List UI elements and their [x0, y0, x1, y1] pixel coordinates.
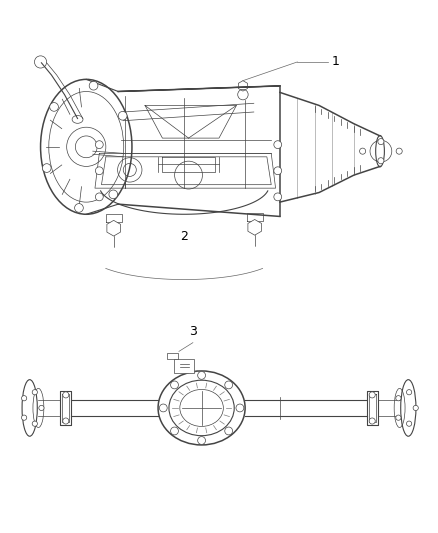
Circle shape	[32, 421, 37, 426]
Circle shape	[198, 437, 205, 445]
Circle shape	[74, 204, 83, 212]
Circle shape	[89, 82, 98, 90]
Circle shape	[360, 148, 366, 154]
Circle shape	[396, 148, 402, 154]
Circle shape	[198, 372, 205, 379]
Circle shape	[396, 395, 401, 401]
Circle shape	[406, 421, 412, 426]
Circle shape	[369, 392, 375, 398]
Circle shape	[159, 404, 167, 412]
Circle shape	[95, 193, 103, 201]
Circle shape	[95, 141, 103, 149]
Circle shape	[225, 381, 233, 389]
Circle shape	[63, 418, 69, 424]
Circle shape	[95, 167, 103, 175]
Circle shape	[274, 141, 282, 149]
Circle shape	[369, 418, 375, 424]
Circle shape	[21, 415, 27, 421]
Circle shape	[42, 164, 51, 172]
Circle shape	[170, 381, 178, 389]
Circle shape	[236, 404, 244, 412]
Circle shape	[406, 390, 412, 395]
Circle shape	[378, 158, 384, 164]
Text: 1: 1	[332, 55, 340, 68]
Circle shape	[63, 392, 69, 398]
Circle shape	[170, 427, 178, 435]
Ellipse shape	[158, 371, 245, 445]
FancyBboxPatch shape	[174, 359, 194, 373]
Circle shape	[39, 405, 44, 410]
Circle shape	[21, 395, 27, 401]
Circle shape	[118, 111, 127, 120]
Text: 3: 3	[189, 325, 197, 338]
Circle shape	[32, 390, 37, 395]
Circle shape	[396, 415, 401, 421]
Circle shape	[413, 405, 418, 410]
Circle shape	[274, 167, 282, 175]
Circle shape	[49, 102, 58, 111]
Circle shape	[109, 190, 118, 199]
Circle shape	[274, 193, 282, 201]
Text: 2: 2	[180, 230, 188, 243]
Circle shape	[225, 427, 233, 435]
Circle shape	[378, 139, 384, 144]
